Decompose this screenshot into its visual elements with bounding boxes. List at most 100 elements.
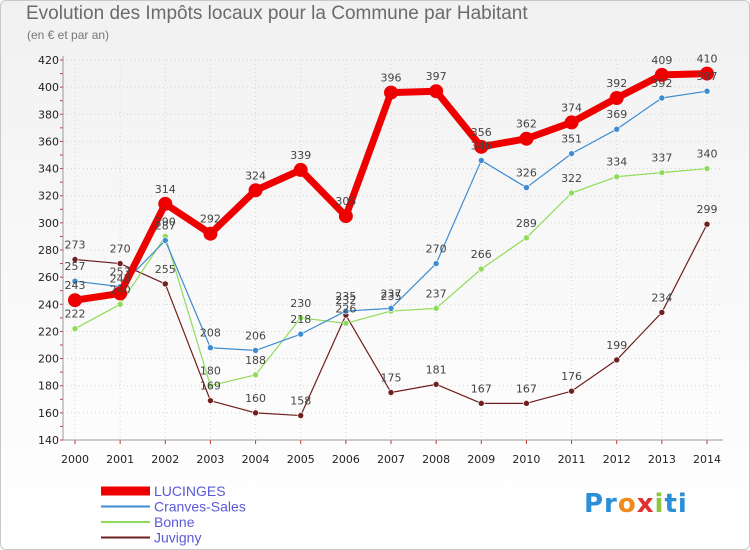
y-tick-label-5: 240 <box>38 298 59 311</box>
x-tick-label-13: 2013 <box>648 453 676 466</box>
data-point-cranves-sales-2005 <box>297 330 305 338</box>
data-point-lucinges-2007 <box>384 85 398 100</box>
data-label-juvigny-2003: 169 <box>200 380 221 393</box>
data-label-juvigny-2005: 158 <box>290 395 311 408</box>
data-label-bonne-2008: 237 <box>426 287 447 300</box>
logo-part-1: Pr <box>584 489 618 519</box>
y-tick-label-4: 220 <box>38 325 59 338</box>
data-point-lucinges-2008 <box>429 84 444 99</box>
data-label-juvigny-2007: 175 <box>381 372 402 385</box>
data-point-juvigny-2013 <box>658 309 666 316</box>
data-label-bonne-2000: 222 <box>65 308 86 321</box>
y-tick-label-12: 380 <box>38 108 59 121</box>
data-point-cranves-sales-2010 <box>523 184 530 191</box>
data-point-juvigny-2008 <box>432 381 440 388</box>
data-label-juvigny-2008: 181 <box>426 363 447 376</box>
data-point-cranves-sales-2000 <box>71 277 79 285</box>
x-tick-label-5: 2005 <box>287 453 315 466</box>
data-label-cranves-sales-2011: 351 <box>561 133 582 146</box>
data-label-bonne-2014: 340 <box>697 148 718 161</box>
data-point-cranves-sales-2012 <box>613 125 621 133</box>
data-label-bonne-2001: 240 <box>110 283 131 296</box>
data-label-lucinges-2010: 362 <box>516 118 537 131</box>
data-label-cranves-sales-2004: 206 <box>245 329 266 342</box>
data-label-bonne-2011: 322 <box>561 172 582 185</box>
series-group <box>68 66 714 419</box>
data-label-juvigny-2001: 270 <box>110 243 131 256</box>
data-point-bonne-2003 <box>207 382 214 390</box>
grid <box>63 59 723 441</box>
data-point-lucinges-2012 <box>609 91 624 105</box>
data-point-bonne-2009 <box>477 265 485 273</box>
data-label-lucinges-2006: 305 <box>335 195 356 208</box>
data-label-cranves-sales-2008: 270 <box>426 243 447 256</box>
y-tick-label-7: 280 <box>38 244 59 257</box>
data-point-bonne-2006 <box>342 319 350 327</box>
data-label-cranves-sales-2005: 218 <box>290 313 311 326</box>
data-point-bonne-2013 <box>658 169 666 176</box>
data-label-lucinges-2011: 374 <box>561 101 582 114</box>
y-tick-label-3: 200 <box>38 353 59 366</box>
data-label-lucinges-2001: 248 <box>110 272 131 285</box>
y-tick-label-14: 420 <box>38 54 59 67</box>
data-point-lucinges-2004 <box>248 183 263 198</box>
logo-part-4: i <box>654 489 665 519</box>
data-label-lucinges-2000: 243 <box>65 279 86 292</box>
data-label-juvigny-2004: 160 <box>245 392 266 405</box>
data-label-lucinges-2002: 314 <box>155 183 176 196</box>
x-tick-label-0: 2000 <box>61 453 89 466</box>
data-point-lucinges-2006 <box>338 209 353 224</box>
x-tick-label-7: 2007 <box>377 453 405 466</box>
data-point-juvigny-2010 <box>523 400 530 407</box>
data-point-cranves-sales-2009 <box>477 157 485 164</box>
data-point-lucinges-2011 <box>564 115 579 130</box>
data-label-lucinges-2003: 292 <box>200 213 221 226</box>
data-label-bonne-2010: 289 <box>516 217 537 230</box>
data-point-lucinges-2001 <box>113 286 128 301</box>
data-point-juvigny-2000 <box>71 256 79 263</box>
data-labels: 273 270 255 169 160 158 232 175 181 167 167 176 199 2… <box>65 53 718 408</box>
data-label-cranves-sales-2003: 208 <box>200 327 221 340</box>
proxiti-logo: Proxiti <box>584 489 688 519</box>
data-point-cranves-sales-2014 <box>703 87 711 95</box>
data-label-juvigny-2010: 167 <box>516 382 537 395</box>
data-label-lucinges-2009: 356 <box>471 126 492 139</box>
axes: 140 160 180 200 220 240 260 280 300 320 340 360 380 4… <box>38 54 723 466</box>
data-point-juvigny-2009 <box>477 400 485 407</box>
data-label-juvigny-2013: 234 <box>651 291 672 304</box>
x-tick-label-6: 2006 <box>332 453 360 466</box>
data-label-bonne-2004: 188 <box>245 354 266 367</box>
data-point-juvigny-2012 <box>613 356 621 364</box>
data-label-lucinges-2007: 396 <box>381 72 402 85</box>
data-label-cranves-sales-2007: 237 <box>381 287 402 300</box>
data-label-juvigny-2006: 232 <box>335 294 356 307</box>
data-label-lucinges-2012: 392 <box>606 77 627 90</box>
data-label-juvigny-2012: 199 <box>606 339 627 352</box>
data-point-juvigny-2011 <box>568 387 575 395</box>
data-point-juvigny-2003 <box>207 397 214 404</box>
data-point-juvigny-2004 <box>252 409 259 417</box>
y-tick-label-2: 180 <box>38 380 59 393</box>
legend-label-bonne: Bonne <box>154 514 195 530</box>
x-tick-label-3: 2003 <box>196 453 224 466</box>
data-point-bonne-2000 <box>71 325 79 333</box>
legend-label-cranves-sales: Cranves-Sales <box>154 499 246 515</box>
data-label-lucinges-2008: 397 <box>426 70 447 83</box>
y-tick-label-6: 260 <box>38 271 59 284</box>
x-tick-label-14: 2014 <box>693 453 721 466</box>
data-point-bonne-2008 <box>432 305 440 312</box>
chart-subtitle: (en € et par an) <box>27 28 110 42</box>
data-label-bonne-2013: 337 <box>651 152 672 165</box>
data-label-juvigny-2009: 167 <box>471 382 492 395</box>
data-label-bonne-2006: 226 <box>335 302 356 315</box>
data-label-cranves-sales-2009: 346 <box>471 139 492 152</box>
data-point-cranves-sales-2003 <box>207 344 214 352</box>
legend-label-juvigny: Juvigny <box>154 530 201 546</box>
data-label-juvigny-2000: 273 <box>65 239 86 252</box>
data-label-bonne-2012: 334 <box>606 156 627 169</box>
data-label-cranves-sales-2002: 287 <box>155 220 176 233</box>
data-point-juvigny-2005 <box>297 412 305 419</box>
data-label-juvigny-2014: 299 <box>697 203 718 216</box>
data-label-lucinges-2005: 339 <box>290 149 311 162</box>
